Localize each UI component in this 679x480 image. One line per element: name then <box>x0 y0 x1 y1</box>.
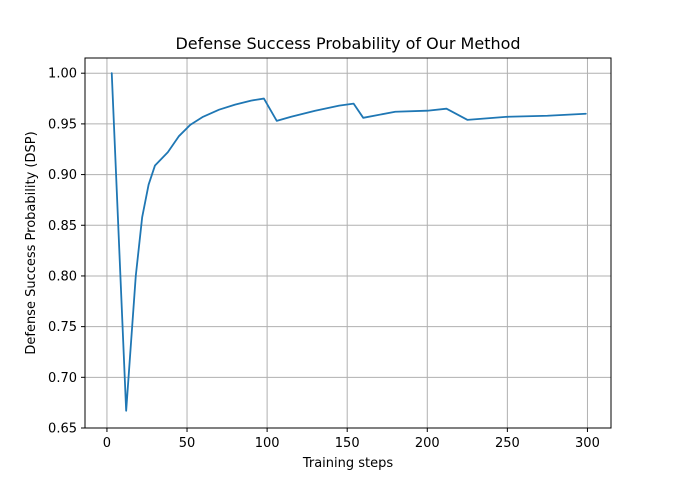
x-tick-label: 0 <box>103 436 111 451</box>
y-tick-label: 0.80 <box>48 269 77 284</box>
y-axis-label: Defense Success Probability (DSP) <box>24 131 39 354</box>
x-tick-label: 50 <box>179 436 196 451</box>
y-tick-label: 0.65 <box>48 422 77 437</box>
chart-title: Defense Success Probability of Our Metho… <box>175 34 520 53</box>
x-tick-label: 300 <box>575 436 600 451</box>
y-tick-label: 1.00 <box>48 67 77 82</box>
y-tick-label: 0.75 <box>48 320 77 335</box>
series-layer <box>110 72 587 412</box>
y-tick-label: 0.70 <box>48 371 77 386</box>
dsp-series-line <box>110 72 587 412</box>
x-axis-label: Training steps <box>302 456 394 471</box>
y-tick-label: 0.85 <box>48 219 77 234</box>
y-tick-label: 0.90 <box>48 168 77 183</box>
y-tick-label: 0.95 <box>48 117 77 132</box>
plot-area-frame <box>84 57 612 429</box>
x-tick-label: 250 <box>495 436 520 451</box>
grid-lines <box>85 58 611 429</box>
x-tick-label: 200 <box>415 436 440 451</box>
x-tick-label: 150 <box>335 436 360 451</box>
x-tick-label: 100 <box>255 436 280 451</box>
axis-ticks: 0 50 100 150 200 250 300 0.65 0.70 0.75 0.80 0.85 0.… <box>48 67 600 451</box>
